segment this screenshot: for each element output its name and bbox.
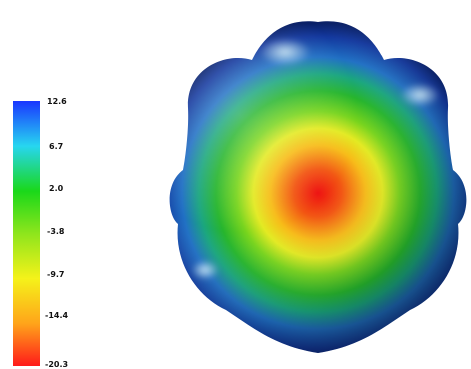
surface-highlight xyxy=(400,83,440,107)
surface-shading xyxy=(169,21,467,353)
color-scale-bar xyxy=(13,101,40,366)
scale-label-max: 12.6 xyxy=(47,97,67,106)
color-scale-gradient xyxy=(13,101,40,366)
surface-highlight xyxy=(259,38,311,66)
scale-label: 2.0 xyxy=(49,184,64,193)
scale-label: -3.8 xyxy=(47,227,65,236)
scale-label: -9.7 xyxy=(47,270,65,279)
scale-label: 6.7 xyxy=(49,142,64,151)
scale-label-min: -20.3 xyxy=(45,360,69,369)
surface-highlight xyxy=(191,260,219,280)
molecular-surface xyxy=(169,21,467,353)
scale-label: -14.4 xyxy=(45,311,69,320)
